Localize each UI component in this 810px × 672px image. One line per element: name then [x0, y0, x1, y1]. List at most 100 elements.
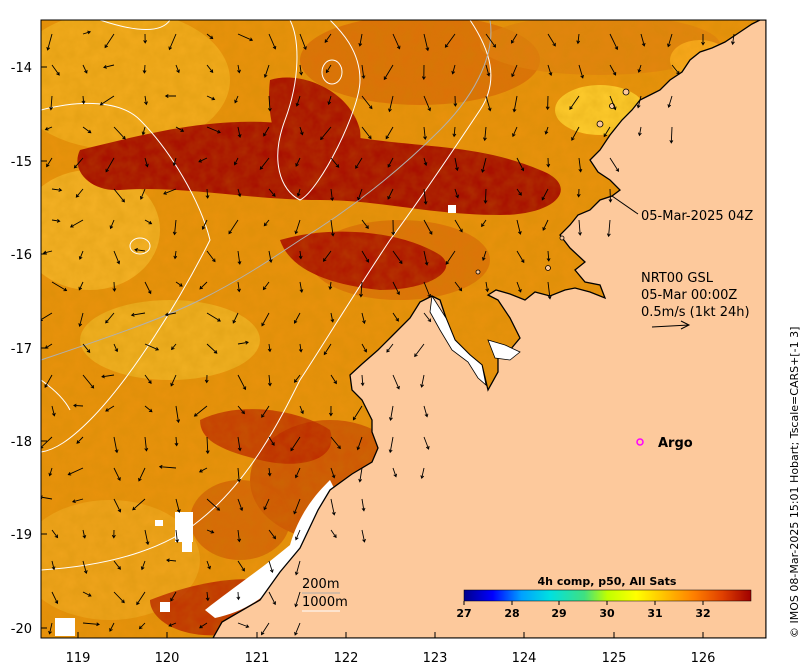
current-vector — [82, 343, 91, 353]
current-vector — [637, 64, 642, 73]
plot-frame — [40, 19, 767, 639]
current-vector — [423, 219, 433, 235]
current-vector — [46, 157, 53, 168]
current-vector — [259, 157, 270, 170]
current-vector — [237, 622, 250, 629]
current-vector — [142, 64, 147, 74]
current-vector — [237, 560, 245, 572]
current-vector — [82, 126, 92, 134]
current-vector — [546, 250, 551, 262]
current-vector — [481, 157, 487, 173]
current-vector — [293, 312, 301, 324]
current-vector — [330, 529, 337, 539]
current-vector — [603, 126, 611, 138]
current-vector — [299, 405, 304, 415]
current-vector — [234, 95, 239, 104]
current-vector — [261, 312, 270, 327]
current-vector — [299, 126, 304, 136]
current-vector — [423, 188, 428, 205]
current-vector — [329, 405, 333, 417]
current-vector — [571, 126, 580, 141]
current-vector — [511, 64, 518, 78]
current-vector — [323, 343, 332, 356]
current-vector — [113, 591, 125, 604]
current-vector — [144, 405, 153, 413]
current-vector — [294, 591, 301, 608]
current-vector — [544, 126, 549, 135]
current-vector — [51, 560, 56, 571]
current-vector — [166, 558, 177, 563]
colorbar-tick-label: 28 — [504, 607, 519, 620]
current-vector — [82, 560, 88, 575]
y-tick-label: -14 — [11, 61, 32, 76]
colorbar-tick-label: 30 — [599, 607, 615, 620]
current-vector — [76, 436, 84, 444]
current-vector — [268, 436, 275, 446]
current-vector — [295, 529, 301, 541]
current-vector — [481, 219, 487, 228]
x-tick-label: 122 — [334, 651, 359, 666]
current-vector — [330, 188, 335, 202]
current-vector — [330, 312, 335, 323]
current-vector — [51, 405, 56, 417]
current-vector — [138, 622, 146, 630]
current-vector — [105, 312, 115, 324]
current-vector — [170, 591, 177, 602]
current-vector — [485, 33, 496, 48]
x-tick-label: 119 — [66, 651, 91, 666]
current-vector — [69, 219, 84, 228]
current-vector — [516, 250, 525, 264]
current-vector — [201, 219, 208, 230]
current-vector — [237, 64, 241, 74]
current-vector — [206, 343, 218, 354]
current-vector — [113, 126, 126, 140]
current-vector — [206, 560, 211, 570]
current-vector — [51, 188, 63, 192]
current-vector — [268, 591, 276, 606]
current-vector — [330, 436, 341, 450]
y-tick-label: -17 — [11, 342, 32, 357]
current-vector — [175, 529, 180, 543]
current-vector — [667, 95, 673, 108]
current-vector — [82, 30, 92, 35]
current-vector — [294, 560, 301, 576]
current-vector — [175, 126, 185, 132]
current-vector — [423, 281, 432, 298]
current-vector — [387, 157, 394, 168]
current-vector — [516, 219, 522, 235]
y-tick-label: -16 — [11, 248, 32, 263]
current-vector — [237, 126, 242, 138]
current-vector — [144, 374, 152, 385]
current-vector — [357, 188, 363, 201]
current-vector — [75, 188, 84, 198]
current-vector — [267, 95, 272, 112]
current-vector — [545, 95, 550, 111]
current-vector — [168, 622, 177, 627]
current-vector — [606, 219, 611, 238]
current-vector — [51, 281, 68, 292]
current-vector — [113, 560, 121, 570]
current-vector — [445, 250, 456, 265]
current-vector — [328, 281, 333, 290]
current-vector — [608, 188, 613, 203]
current-vector — [143, 33, 148, 44]
current-vector — [421, 64, 426, 80]
current-vector — [46, 33, 53, 51]
current-vector — [144, 529, 150, 546]
current-vector — [237, 281, 241, 293]
current-vector — [296, 188, 301, 197]
current-vector — [237, 436, 242, 452]
current-vector — [112, 281, 117, 292]
colorbar-ticks — [463, 601, 704, 605]
composite-time-label: 05-Mar-2025 04Z — [641, 209, 753, 224]
current-vector — [206, 250, 216, 263]
current-vector — [175, 405, 181, 424]
x-tick-label: 123 — [423, 651, 448, 666]
current-vector — [576, 188, 581, 198]
current-vector — [199, 281, 208, 290]
current-vector — [609, 157, 619, 173]
credit-text: © IMOS 08-Mar-2025 15:01 Hobart; Tscale=… — [788, 327, 801, 638]
current-vector — [330, 374, 337, 385]
current-vector — [206, 498, 221, 511]
